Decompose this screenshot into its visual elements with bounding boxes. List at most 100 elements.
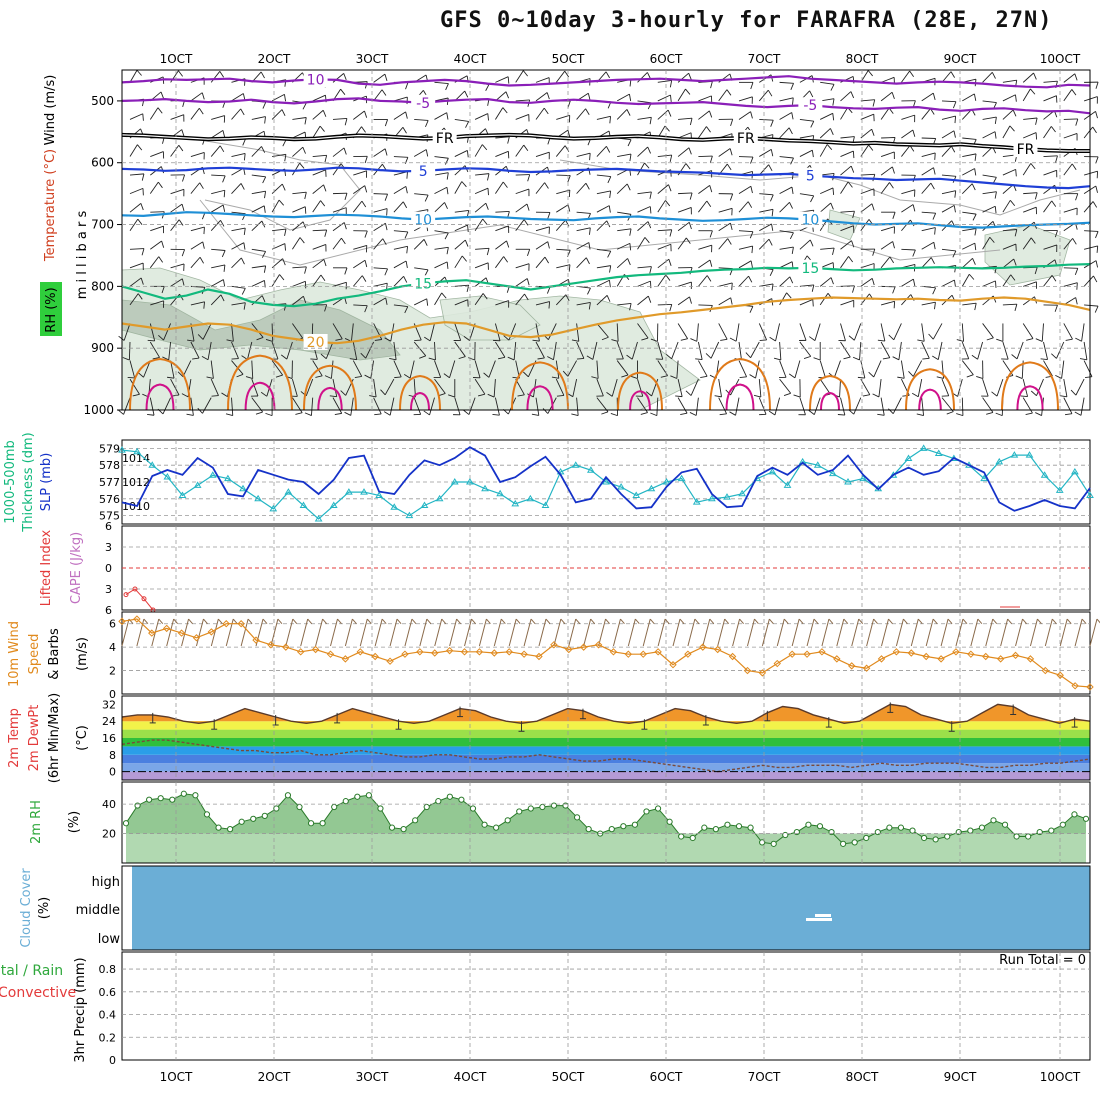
wind10-barb-flag [932,618,938,625]
wind-barb-flag [601,336,609,341]
wind-barb-flag [606,220,611,228]
wind-barb-flag [302,221,307,229]
thickness-point [995,457,1004,465]
wind10-barb [121,618,130,647]
wind-barb [962,153,977,157]
wind-tick-label: 6 [109,618,116,631]
wind-barb [231,93,244,102]
wind-barb [251,174,266,178]
wind-barb [572,378,578,397]
wind-barb [860,113,874,120]
thickness-point [1025,451,1034,458]
wind-barb [799,193,814,197]
wind-barb-flag [972,258,976,265]
wind-barb [820,172,835,176]
label-rh-units: (%) [67,811,82,834]
wind-barb [779,127,790,139]
wind-barb-flag [852,211,855,219]
wind-barb [409,360,415,379]
thickness-point [284,488,293,495]
wind-barb [738,96,753,102]
wind-barb [190,226,205,232]
wind-barb [596,397,609,413]
rh-point [620,823,627,830]
precip-tick-label: 0 [109,1054,116,1067]
wind-barb [474,293,484,306]
wind10-barb [1029,618,1038,647]
wind10-point [148,629,156,637]
wind-barb-flag [182,174,186,182]
wind10-barb-flag [724,618,730,625]
wind-barb-flag [790,157,794,165]
wind-barb [434,261,448,269]
wind-barb-flag [464,90,469,98]
wind-barb-flag [181,393,189,398]
wind-barb [901,219,911,232]
wind-barb [839,379,841,398]
wind-barb [657,341,664,360]
wind-barb-flag [284,228,287,236]
wind-barb [779,156,794,159]
wind-barb [332,207,347,213]
wind-barb [312,94,326,102]
wind10-barb-flag [888,618,893,625]
wind-barb-flag [933,242,936,250]
wind-barb-flag [912,204,916,212]
wind-barb-flag [1084,376,1093,379]
wind-barb [352,275,363,287]
wind-barb-flag [730,222,733,231]
label-total-rain: Total / Rain [0,963,63,979]
wind-barb [718,222,731,232]
li-tick-label: 3 [105,583,112,596]
wind-barb [921,341,930,359]
contour-label-bg [411,211,436,228]
thickness-point [647,484,656,492]
wind-barb-flag [695,358,703,361]
wind10-barb-flag [396,618,402,625]
rh-point [724,821,731,828]
wind-barb [779,246,794,250]
wind-barb-flag [1071,89,1077,96]
wind-barb-flag [303,296,307,304]
wind-barb [710,341,720,359]
temp-contour-25 [1001,361,1059,411]
wind-barb-flag [1033,72,1037,80]
thickness-point [208,471,217,478]
wind-barb-flag [565,219,570,227]
wind-barb [921,182,932,194]
wind-barb [840,397,846,416]
wind-barb [434,246,449,250]
wind-barb-flag [868,371,875,378]
thickness-point [496,489,505,497]
wind-barb-flag [877,413,885,416]
y-tick-label: 800 [91,279,114,293]
wind-barb-flag [385,297,388,305]
wind-barb [332,147,345,157]
wind10-barb [895,618,904,647]
wind10-barb [612,618,621,647]
wind-barb-flag [994,191,997,199]
cloud-gap [806,918,832,921]
wind-barb [332,397,343,414]
wind-barb [779,186,793,195]
wind-barb [840,150,854,157]
wind-barb-flag [709,185,713,193]
contour-label-bg [798,259,823,276]
wind-barb-flag [917,339,925,342]
label-10m-wind: 10m Wind [7,621,22,687]
wind-barb [1075,378,1085,396]
slp-tick-label: 1014 [122,452,150,465]
wind-barb-flag [281,109,286,117]
wind-barb-flag [680,412,688,416]
date-label-top: 8OCT [846,52,879,66]
wind-barb-flag [685,88,691,95]
wind10-point [728,652,737,661]
wind-barb [535,323,540,342]
wind-barb-flag [1009,125,1015,132]
wind-barb-flag [750,260,753,268]
wind-barb-flag [340,390,347,396]
wind-barb-flag [186,413,194,416]
rh-point [296,803,303,811]
wind-barb [860,173,875,176]
thickness-point [1055,486,1064,493]
